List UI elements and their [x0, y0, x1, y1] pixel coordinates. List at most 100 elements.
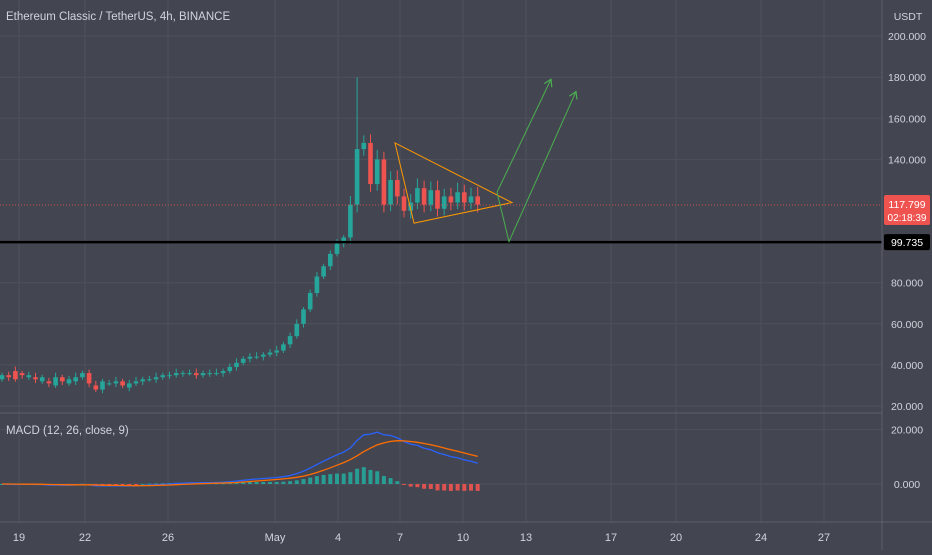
macd-hist-bar	[120, 484, 125, 485]
last-price-badge: 117.799 02:18:39	[884, 195, 930, 226]
macd-legend: MACD (12, 26, close, 9)	[6, 425, 129, 437]
level-price-value: 99.735	[891, 237, 923, 249]
macd-hist-bar	[268, 481, 272, 484]
candle-body	[301, 309, 306, 324]
x-tick-label: 7	[397, 532, 403, 544]
candle-body	[348, 204, 353, 238]
last-price-value: 117.799	[888, 199, 925, 211]
candle-body	[207, 373, 212, 375]
candle-body	[39, 377, 45, 382]
candle-body	[53, 377, 58, 386]
candle-body	[274, 350, 279, 353]
bar-countdown: 02:18:39	[888, 213, 927, 224]
arrow-head	[569, 90, 578, 100]
candle-body	[133, 381, 139, 384]
macd-hist-bar	[134, 484, 138, 485]
candle-body	[227, 366, 233, 372]
macd-hist-bar	[328, 474, 333, 484]
projection-path[interactable]	[496, 91, 577, 244]
signal-line	[2, 440, 478, 487]
candle-body	[441, 196, 447, 209]
macd-hist-bar	[100, 484, 105, 485]
candle-body	[180, 373, 186, 375]
candle-body	[261, 354, 266, 357]
macd-hist-bar	[469, 484, 473, 491]
macd-hist-bar	[335, 473, 339, 484]
x-tick-label: 4	[335, 532, 341, 544]
x-tick-label: 26	[162, 532, 174, 544]
candle-body	[374, 159, 380, 185]
x-tick-label: May	[265, 532, 286, 544]
candle-body	[200, 373, 206, 376]
candle-body	[0, 375, 5, 380]
y-tick-label: 140.000	[888, 154, 926, 166]
candle-body	[80, 373, 85, 378]
candle-body	[19, 373, 25, 376]
macd-hist-bar	[261, 481, 266, 484]
candle-body	[106, 383, 112, 385]
macd-hist-bar	[388, 478, 393, 484]
candle-body	[388, 179, 393, 205]
macd-hist-bar	[361, 467, 366, 484]
macd-hist-bar	[402, 484, 406, 485]
candle-body	[267, 352, 273, 355]
candle-body	[448, 196, 454, 203]
macd-tick-label: 20.000	[891, 425, 923, 437]
level-price-box	[884, 234, 930, 251]
candle-body	[334, 243, 340, 254]
candle-body	[247, 356, 253, 359]
candle-body	[46, 381, 52, 384]
candle-body	[361, 142, 367, 150]
grid	[0, 0, 882, 522]
candle-body	[147, 379, 152, 381]
last-price-box	[884, 195, 930, 226]
macd-hist-bar	[435, 484, 440, 491]
macd-hist-bar	[341, 473, 346, 484]
y-tick-label: 160.000	[888, 113, 926, 125]
chart-title: Ethereum Classic / TetherUS, 4h, BINANCE	[6, 11, 230, 23]
candle-body	[314, 276, 320, 293]
candle-body	[100, 381, 105, 390]
x-tick-label: 19	[13, 532, 25, 544]
x-tick-label: 27	[818, 532, 830, 544]
macd-hist-bar	[415, 484, 420, 488]
candle-body	[341, 237, 346, 244]
macd-hist-bar	[288, 481, 293, 484]
candle-body	[455, 192, 460, 203]
level-price-badge: 99.735	[884, 234, 930, 251]
y-tick-label: 40.000	[891, 360, 923, 372]
candle-body	[187, 373, 192, 375]
macd-hist-bar	[147, 483, 152, 485]
candles	[0, 77, 480, 394]
candle-body	[240, 358, 246, 363]
macd-hist-bar	[107, 484, 112, 485]
macd-hist-bar	[221, 483, 226, 485]
candle-body	[160, 375, 166, 378]
macd-hist-bar	[154, 483, 159, 485]
candle-body	[120, 381, 125, 386]
macd-hist-bar	[301, 479, 306, 484]
macd-hist-bar	[140, 483, 145, 485]
macd-hist-bar	[294, 480, 299, 484]
x-tick-label: 17	[605, 532, 617, 544]
candle-body	[113, 381, 119, 384]
triangle-pattern[interactable]	[394, 142, 514, 224]
candle-body	[415, 188, 420, 203]
macd-hist-bar	[281, 481, 286, 484]
macd-hist-bar	[475, 484, 480, 491]
y-tick-label: 180.000	[888, 72, 926, 84]
candle-body	[401, 196, 407, 211]
candle-body	[328, 253, 333, 267]
macd-hist-bar	[462, 484, 467, 491]
candle-body	[73, 377, 78, 382]
x-tick-label: 24	[755, 532, 767, 544]
x-tick-label: 22	[79, 532, 91, 544]
x-tick-label: 20	[670, 532, 682, 544]
candle-body	[381, 159, 387, 205]
macd-hist-bar	[455, 484, 460, 491]
projection-arrow[interactable]	[496, 79, 552, 193]
candle-body	[13, 371, 18, 380]
